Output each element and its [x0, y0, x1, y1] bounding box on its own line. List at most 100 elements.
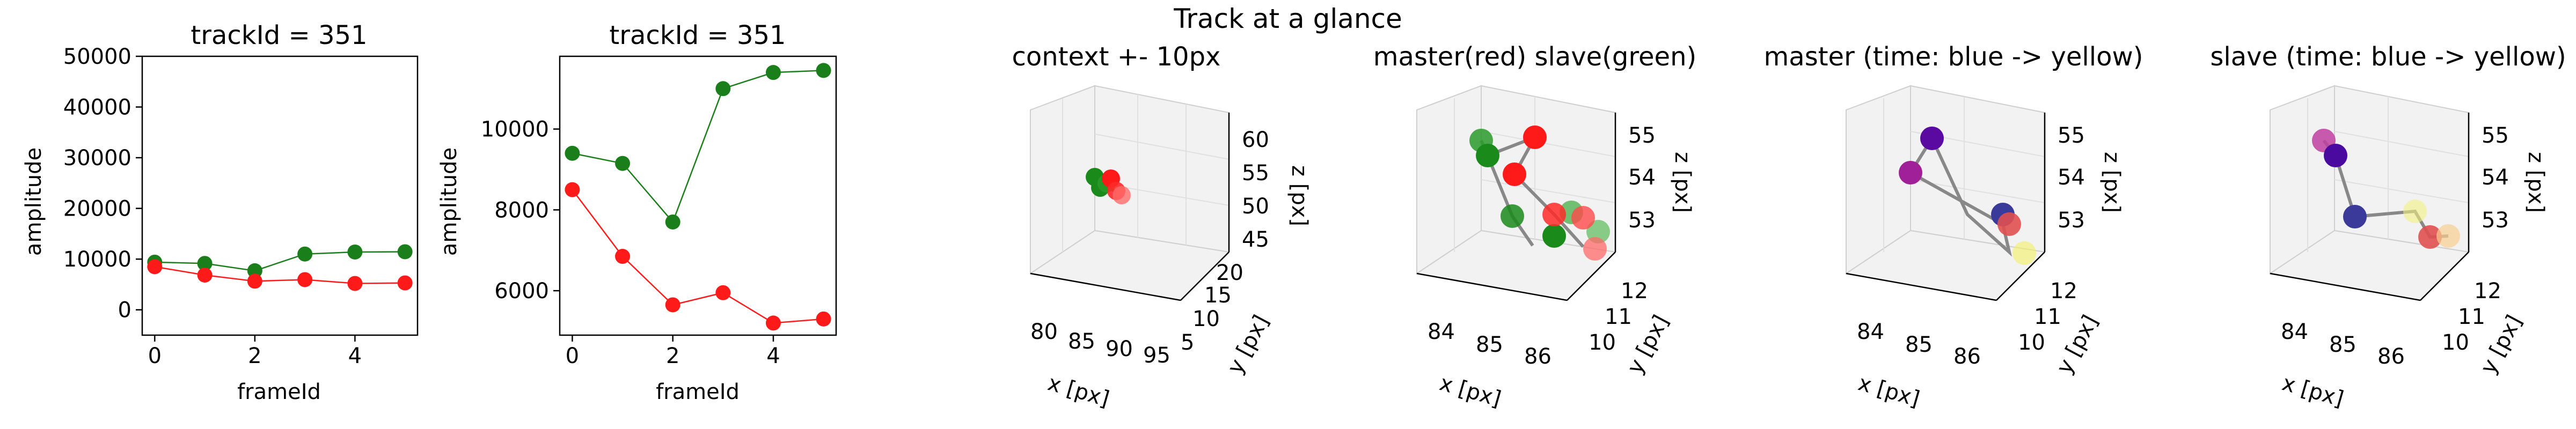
y-axis-label: y [px]	[1223, 311, 1274, 378]
scatter-point-red	[1523, 125, 1547, 149]
axes-box	[1415, 85, 1617, 301]
z-tick-label: 50	[1242, 194, 1269, 219]
x-tick-label: 95	[1143, 343, 1170, 368]
y-tick-label: 10	[1192, 307, 1220, 331]
chart-3d-slave-time: slave (time: blue -> yellow) 84 85 86 x …	[2210, 42, 2566, 412]
scatter-point-green	[1476, 144, 1499, 167]
z-tick-label: 60	[1242, 128, 1269, 152]
plot-frame	[559, 55, 837, 336]
y-tick-label: 12	[2050, 279, 2077, 304]
data-point	[347, 276, 363, 291]
y-tick-label: 10	[2018, 330, 2045, 355]
scatter-point	[2012, 241, 2036, 265]
z-tick-label: 45	[1242, 227, 1269, 252]
y-tick-label: 20	[1216, 261, 1243, 285]
x-tick-label: 84	[2281, 320, 2308, 344]
scatter-point	[1899, 161, 1922, 184]
chart-title: trackId = 351	[191, 20, 367, 50]
y-tick-label: 0	[118, 298, 131, 323]
y-tick-label: 10	[2442, 330, 2469, 355]
y-tick-label: 11	[1605, 305, 1632, 329]
z-tick-label: 54	[2058, 165, 2085, 190]
chart-title: trackId = 351	[609, 20, 786, 50]
z-tick-label: 55	[1628, 123, 1656, 148]
plot-frame	[141, 55, 419, 336]
chart-amplitude-2: trackId = 351 frameId amplitude 0 2 4 6000 8…	[437, 20, 837, 404]
x-tick-label: 84	[1857, 320, 1884, 344]
y-tick-label: 6000	[494, 279, 549, 304]
chart-title: master (time: blue -> yellow)	[1764, 42, 2143, 72]
x-tick-label: 2	[666, 344, 679, 368]
series-line	[155, 266, 405, 284]
scatter-point-green	[1501, 204, 1524, 228]
axes-box	[1029, 85, 1231, 301]
z-tick-label: 53	[2482, 208, 2509, 233]
axes-box	[2268, 85, 2470, 301]
data-point	[247, 263, 262, 278]
data-point	[565, 182, 580, 197]
data-point	[247, 273, 262, 289]
z-tick-label: 54	[1628, 165, 1656, 190]
plot-area: 0 2 4 0 10000 20000 30000 40000 50000	[63, 45, 419, 368]
x-axis-label: frameId	[656, 380, 740, 404]
x-tick-label: 85	[1476, 332, 1503, 357]
y-tick-label: 10000	[63, 247, 131, 272]
data-point	[665, 297, 680, 313]
y-tick-label: 30000	[63, 146, 131, 171]
data-point	[397, 275, 413, 291]
data-point	[665, 214, 680, 230]
z-tick-label: 53	[1628, 208, 1656, 233]
z-tick-label: 54	[2482, 165, 2509, 190]
x-tick-label: 84	[1428, 320, 1455, 344]
scatter-point-red	[1583, 237, 1607, 261]
scatter-points	[2312, 129, 2460, 249]
data-point	[816, 63, 831, 78]
z-tick-label: 53	[2058, 208, 2085, 233]
y-tick-label: 10	[1589, 330, 1616, 355]
x-tick-label: 2	[248, 344, 261, 368]
scatter-point-red	[1503, 162, 1526, 186]
x-axis-label: frameId	[237, 380, 321, 404]
data-point	[147, 259, 163, 275]
scatter-points	[1899, 127, 2036, 265]
scatter-points	[1469, 125, 1610, 261]
chart-3d-context: context +- 10px 80 85 90 95	[1012, 42, 1312, 412]
chart-3d-master-slave: master(red) slave(green)	[1373, 42, 1696, 412]
x-tick-label: 85	[2329, 332, 2357, 357]
data-point	[765, 315, 781, 331]
data-point	[347, 244, 363, 260]
scatter-point-green	[1542, 224, 1566, 248]
scatter-point	[1997, 212, 2021, 236]
z-axis-label: z [px]	[2099, 152, 2124, 213]
z-tick-label: 55	[2482, 123, 2509, 148]
data-point	[715, 81, 731, 97]
data-point	[565, 145, 580, 161]
data-point	[297, 246, 313, 262]
y-tick-label: 20000	[63, 197, 131, 221]
chart-title: slave (time: blue -> yellow)	[2210, 42, 2566, 72]
scatter-point	[2403, 199, 2427, 223]
plot-area: 0 2 4 6000 8000 10000	[481, 55, 837, 368]
data-point	[765, 65, 781, 80]
figure-suptitle: Track at a glance	[1173, 3, 1402, 34]
chart-title: context +- 10px	[1012, 42, 1221, 72]
x-tick-label: 4	[766, 344, 780, 368]
z-tick-label: 55	[2058, 123, 2085, 148]
data-point	[297, 272, 313, 287]
scatter-point-red	[1113, 186, 1131, 204]
y-tick-label: 15	[1204, 283, 1232, 308]
y-tick-label: 40000	[63, 95, 131, 120]
x-tick-label: 86	[1953, 344, 1981, 369]
data-point	[197, 267, 213, 283]
data-point	[816, 311, 831, 327]
scatter-point	[2436, 224, 2460, 248]
y-tick-label: 50000	[63, 45, 131, 69]
series-line	[155, 251, 405, 272]
data-point	[197, 256, 213, 271]
x-axis-label: x [px]	[1437, 371, 1504, 411]
scatter-point	[1920, 127, 1944, 150]
x-tick-label: 80	[1030, 320, 1058, 344]
x-axis-label: x [px]	[1045, 371, 1112, 411]
x-axis-label: x [px]	[1855, 371, 1922, 411]
y-axis-label: amplitude	[437, 147, 462, 256]
